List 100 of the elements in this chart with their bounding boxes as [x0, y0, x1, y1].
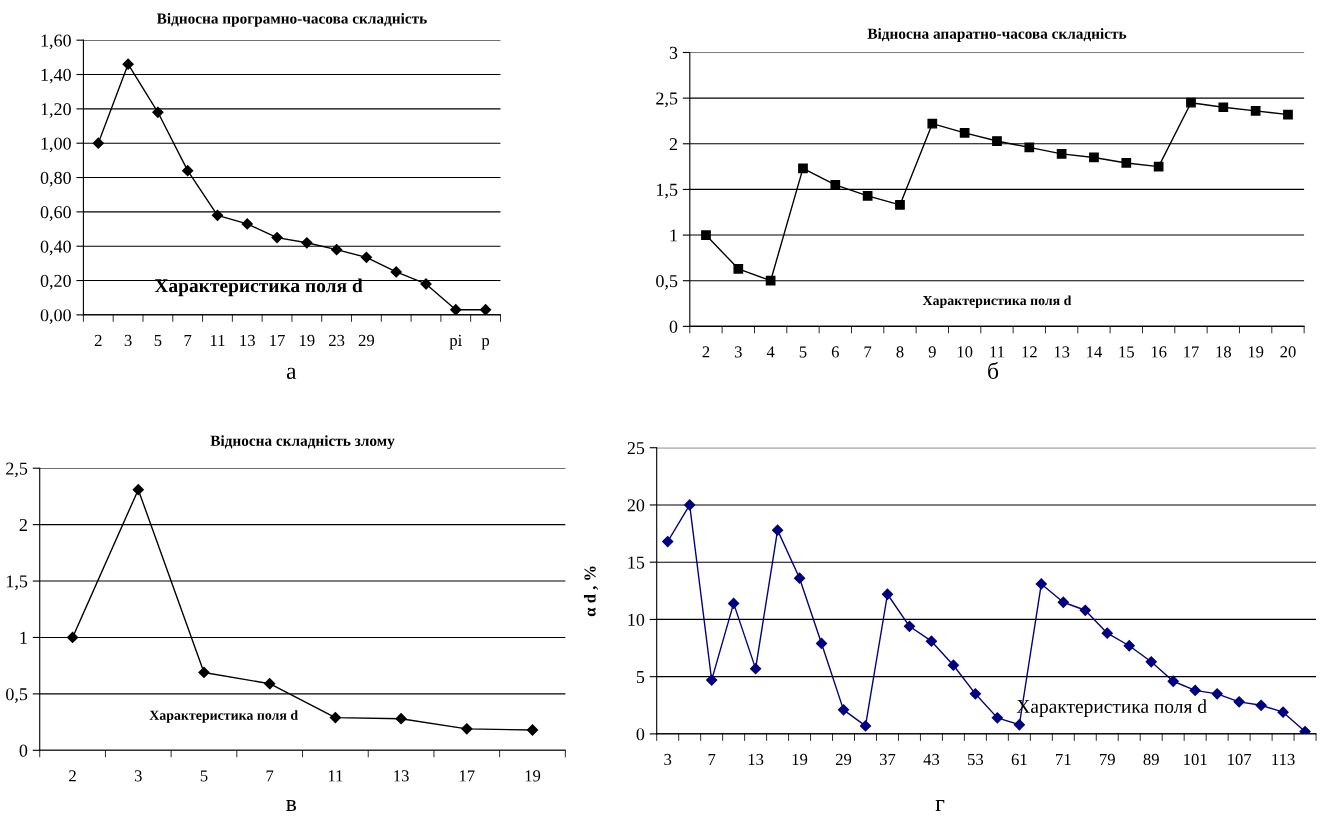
y-tick-label: 25 — [627, 442, 645, 455]
x-tick-label: 89 — [1143, 753, 1159, 766]
y-tick-label: 0,20 — [40, 274, 71, 290]
y-tick-label: 15 — [628, 556, 645, 569]
point — [969, 688, 981, 700]
x-tick-label: 11 — [990, 346, 1004, 358]
y-tick-label: 0 — [19, 744, 28, 757]
y-tick-label: 2 — [19, 518, 27, 531]
point — [1121, 158, 1132, 168]
point — [92, 137, 104, 149]
x-tick-label: 101 — [1184, 753, 1207, 766]
point — [992, 136, 1002, 146]
x-tick-label: 13 — [240, 334, 255, 347]
x-tick-label: 19 — [792, 753, 808, 766]
x-tick-label: 14 — [1087, 346, 1103, 358]
x-tick-label: 71 — [1056, 753, 1071, 765]
point — [1057, 596, 1069, 608]
point — [360, 251, 373, 263]
x-tick-label: 5 — [154, 334, 162, 347]
x-tick-label: 3 — [134, 770, 142, 782]
point — [1079, 604, 1091, 616]
x-tick-label: 11 — [328, 770, 343, 782]
y-tick-label: 1,5 — [657, 183, 678, 199]
point — [1024, 142, 1035, 153]
point — [122, 58, 134, 70]
y-axis-title: α d , % — [583, 566, 599, 617]
x-tick-label: 113 — [1272, 753, 1295, 766]
x-tick-label: 43 — [923, 753, 940, 766]
x-tick-label: 3 — [124, 334, 132, 347]
x-axis-title: Характеристика поля d — [149, 710, 298, 723]
point — [771, 524, 784, 536]
point — [182, 165, 194, 177]
x-tick-label: 13 — [394, 770, 409, 782]
x-tick-label: 4 — [766, 346, 775, 358]
x-tick-label: 29 — [835, 753, 852, 766]
y-tick-label: 0,00 — [40, 309, 71, 324]
point — [1145, 656, 1157, 668]
x-tick-label: 13 — [748, 753, 764, 766]
point — [1186, 97, 1196, 108]
point — [1153, 161, 1164, 172]
point — [750, 663, 762, 675]
point — [1218, 102, 1229, 113]
text: б — [988, 361, 999, 380]
point — [959, 127, 970, 138]
x-tick-label: 29 — [358, 334, 375, 347]
point — [927, 118, 938, 129]
x-tick-label: 13 — [1054, 346, 1070, 358]
y-tick-label: 0,5 — [6, 688, 28, 703]
point — [152, 106, 164, 118]
point — [947, 659, 960, 671]
x-tick-label: pi — [449, 334, 462, 350]
x-tick-label: 53 — [968, 753, 984, 766]
point — [66, 631, 79, 644]
point — [301, 237, 313, 249]
x-tick-label: 7 — [184, 334, 192, 346]
y-tick-label: 5 — [636, 671, 645, 684]
y-tick-label: 1,60 — [41, 34, 71, 50]
point — [925, 635, 938, 647]
y-tick-label: 0,5 — [656, 274, 678, 290]
text: г — [935, 800, 945, 811]
point — [733, 263, 744, 274]
point — [479, 304, 492, 315]
chart-title: Відносна програмно-часова складність — [156, 13, 427, 27]
x-tick-label: 15 — [1119, 346, 1134, 358]
x-tick-label: 19 — [525, 770, 541, 782]
y-tick-label: 0,60 — [40, 206, 71, 221]
point — [241, 218, 253, 230]
y-tick-label: 0,40 — [40, 240, 71, 256]
point — [1250, 106, 1261, 116]
x-axis-title: Характеристика поля d — [154, 278, 363, 297]
x-tick-label: 7 — [864, 346, 872, 358]
y-tick-label: 3 — [669, 46, 678, 59]
point — [1101, 627, 1113, 639]
text: а — [286, 367, 297, 380]
x-tick-label: 107 — [1228, 753, 1252, 766]
point — [264, 678, 276, 690]
x-tick-label: 19 — [299, 334, 315, 347]
point — [815, 637, 828, 650]
x-tick-label: 18 — [1216, 346, 1231, 358]
y-tick-label: 0,80 — [40, 171, 71, 187]
point — [1167, 675, 1179, 687]
point — [198, 666, 210, 679]
point — [798, 163, 808, 174]
point — [1123, 640, 1135, 652]
y-tick-label: 10 — [628, 613, 645, 626]
point — [395, 713, 407, 725]
point — [701, 230, 711, 240]
y-tick-label: 1,20 — [41, 103, 71, 118]
y-tick-label: 2,5 — [656, 92, 678, 108]
x-tick-label: 7 — [266, 770, 274, 782]
point — [895, 200, 905, 210]
point — [1283, 109, 1293, 120]
point — [859, 720, 872, 732]
x-tick-label: 17 — [270, 334, 285, 346]
point — [1013, 719, 1025, 731]
point — [271, 232, 283, 244]
point — [1255, 699, 1267, 711]
x-tick-label: 7 — [708, 754, 716, 765]
point — [132, 484, 144, 496]
y-tick-label: 1,5 — [6, 575, 28, 591]
